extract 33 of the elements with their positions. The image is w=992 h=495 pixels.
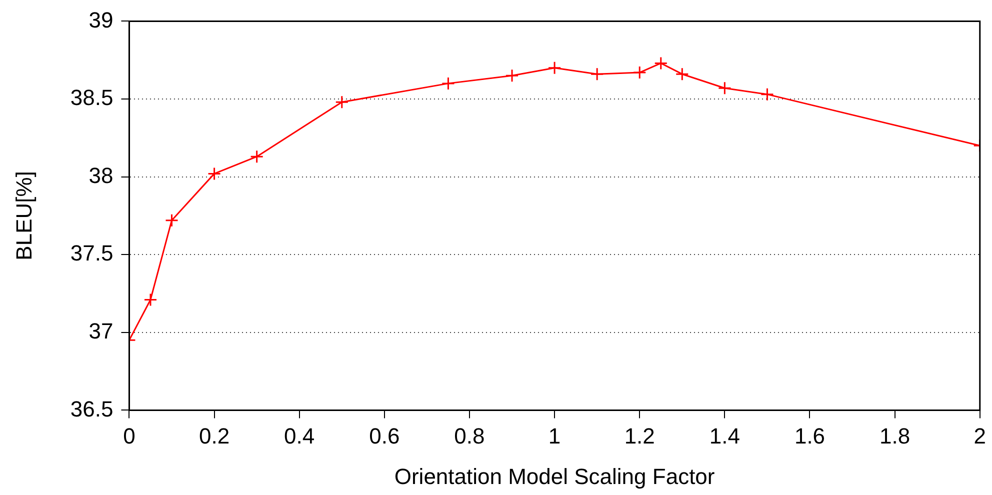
x-tick-label: 1 [548,423,561,448]
point [441,76,455,90]
x-axis-title: Orientation Model Scaling Factor [394,464,715,489]
y-axis-title: BLEU[%] [11,171,36,260]
x-tick-label: 0.4 [284,423,315,448]
point [632,66,646,80]
x-tick-label: 0.6 [369,423,400,448]
point [250,150,264,164]
x-tick-label: 0.2 [198,423,230,448]
point [654,56,668,70]
y-tick-label: 38 [88,162,114,188]
x-tick-label: 1.4 [709,423,740,448]
point [590,67,604,81]
y-tick-label: 38.5 [70,85,114,110]
point [335,95,349,109]
y-tick-label: 37 [88,318,114,344]
point [718,81,732,95]
x-tick-label: 1.8 [880,423,910,448]
x-tick-label: 0 [123,423,136,448]
y-tick-label: 39 [88,7,114,32]
x-tick-label: 1.6 [794,423,826,448]
point [675,67,689,81]
x-tick-label: 0.8 [454,423,485,448]
y-tick-label: 37.5 [70,240,114,266]
point [548,61,562,75]
point [505,68,519,82]
y-tick-label: 36.5 [70,396,114,422]
point [208,166,222,180]
point [165,214,178,228]
point [144,292,158,306]
x-tick-label: 1.2 [624,423,655,448]
x-tick-label: 2 [974,423,986,448]
point [760,88,774,102]
